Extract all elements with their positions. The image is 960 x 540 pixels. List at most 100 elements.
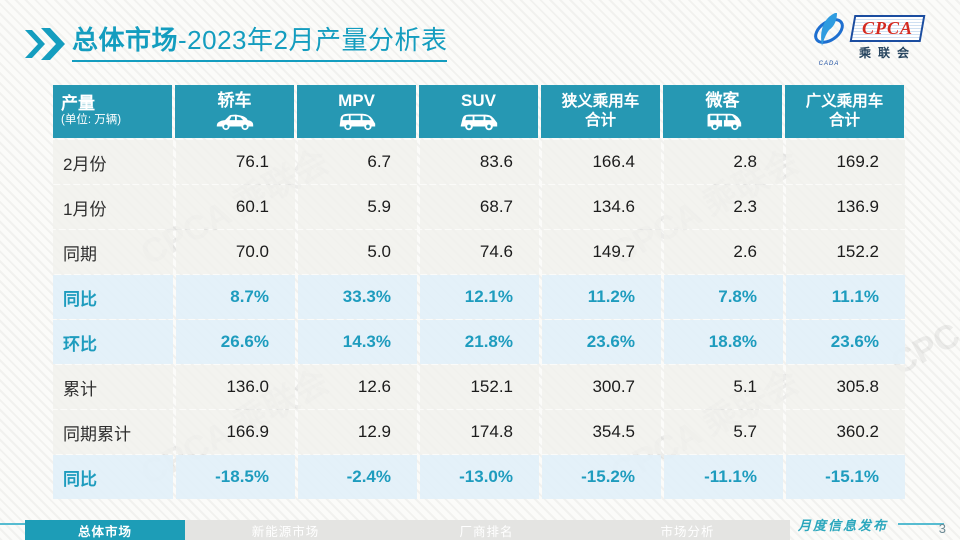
row-label: 同比 [53,455,173,499]
row-label: 环比 [53,320,173,364]
page-title-prefix: 总体市场 [72,25,179,55]
cpca-logo-text: CPCA 乘联会 [849,15,926,61]
page-title: 总体市场-2023年2月产量分析表 [72,24,448,62]
cell-value: 2.8 [664,140,783,184]
cell-value: -13.0% [420,455,539,499]
cell-value: -18.5% [176,455,295,499]
cell-value: 60.1 [176,185,295,229]
cell-value: 5.9 [298,185,417,229]
cell-value: 14.3% [298,320,417,364]
header-cell-suv: SUV [419,85,538,138]
cell-value: 166.9 [176,410,295,454]
suv-icon [460,114,497,131]
cell-value: 354.5 [542,410,661,454]
header-production-label: 产量 [61,93,95,113]
header-suv-label: SUV [461,90,496,110]
tab-overall-market[interactable]: 总体市场 [25,520,185,540]
cell-value: 18.8% [664,320,783,364]
header-microvan-label: 微客 [705,90,740,110]
row-label: 2月份 [53,140,173,184]
cpca-chinese-name: 乘联会 [859,46,917,60]
cell-value: 5.7 [664,410,783,454]
cell-value: 360.2 [786,410,905,454]
cell-value: 23.6% [542,320,661,364]
section-tabbar: 总体市场 新能源市场 厂商排名 市场分析 [25,520,790,540]
cell-value: 174.8 [420,410,539,454]
cpca-logo: CADA CPCA 乘联会 [808,10,948,67]
header-cell-sedan: 轿车 [175,85,294,138]
cell-value: 152.2 [786,230,905,274]
cell-value: 7.8% [664,275,783,319]
cell-value: 136.9 [786,185,905,229]
cpca-acronym-box: CPCA [849,15,926,42]
cell-value: 26.6% [176,320,295,364]
cell-value: 11.1% [786,275,905,319]
table-row-cumulative: 累计 136.0 12.6 152.1 300.7 5.1 305.8 [53,365,905,409]
cell-value: 2.3 [664,185,783,229]
cell-value: 152.1 [420,365,539,409]
footer-rule-right [898,523,944,525]
header-broad-pv-sublabel: 合计 [828,111,860,129]
cell-value: -15.1% [786,455,905,499]
slide-header: 总体市场-2023年2月产量分析表 [24,24,448,62]
table-row-cumulative-yoy: 同比 -18.5% -2.4% -13.0% -15.2% -11.1% -15… [53,455,905,499]
table-row-feb: 2月份 76.1 6.7 83.6 166.4 2.8 169.2 [53,140,905,184]
cpca-acronym: CPCA [862,18,914,38]
footer-caption: 月度信息发布 [797,517,888,533]
cell-value: 5.0 [298,230,417,274]
cell-value: 149.7 [542,230,661,274]
cell-value: -11.1% [664,455,783,499]
table-row-yoy: 同比 8.7% 33.3% 12.1% 11.2% 7.8% 11.1% [53,275,905,319]
van-icon [707,114,741,131]
page-title-suffix: -2023年2月产量分析表 [178,25,448,55]
cell-value: 169.2 [786,140,905,184]
header-broad-pv-label: 广义乘用车 [805,92,884,110]
page-number: 3 [938,521,946,536]
cell-value: -2.4% [298,455,417,499]
cpca-swoosh-icon: CADA [808,10,850,67]
cell-value: 23.6% [786,320,905,364]
tab-market-analysis[interactable]: 市场分析 [660,524,715,539]
cell-value: 74.6 [420,230,539,274]
tab-nev-market[interactable]: 新能源市场 [251,524,320,539]
cell-value: 12.9 [298,410,417,454]
cell-value: 2.6 [664,230,783,274]
header-cell-mpv: MPV [297,85,416,138]
tab-oem-ranking[interactable]: 厂商排名 [459,524,514,539]
cell-value: 68.7 [420,185,539,229]
cell-value: 76.1 [176,140,295,184]
row-label: 同比 [53,275,173,319]
double-chevron-icon [25,28,65,60]
cpca-swoosh-caption: CADA [818,60,840,67]
header-narrow-pv-label: 狭义乘用车 [561,92,640,110]
cell-value: 83.6 [420,140,539,184]
header-unit-label: (单位: 万辆) [61,114,122,127]
cell-value: 166.4 [542,140,661,184]
row-label: 累计 [53,365,173,409]
cell-value: 5.1 [664,365,783,409]
header-narrow-pv-sublabel: 合计 [584,111,616,129]
cell-value: 12.6 [298,365,417,409]
cell-value: 21.8% [420,320,539,364]
cell-value: 305.8 [786,365,905,409]
table-row-jan: 1月份 60.1 5.9 68.7 134.6 2.3 136.9 [53,185,905,229]
row-label: 1月份 [53,185,173,229]
cell-value: 12.1% [420,275,539,319]
mpv-icon [339,114,375,131]
row-label: 同期 [53,230,173,274]
cell-value: 134.6 [542,185,661,229]
header-mpv-label: MPV [338,90,375,110]
cell-value: 11.2% [542,275,661,319]
header-cell-narrow-pv-total: 狭义乘用车 合计 [541,85,660,138]
table-row-same-period-cumulative: 同期累计 166.9 12.9 174.8 354.5 5.7 360.2 [53,410,905,454]
production-table: 产量 (单位: 万辆) 轿车 MPV [53,85,905,500]
cell-value: 300.7 [542,365,661,409]
sedan-icon [216,114,253,131]
cell-value: 33.3% [298,275,417,319]
header-cell-broad-pv-total: 广义乘用车 合计 [785,85,904,138]
table-row-mom: 环比 26.6% 14.3% 21.8% 23.6% 18.8% 23.6% [53,320,905,364]
cell-value: -15.2% [542,455,661,499]
row-label: 同期累计 [53,410,173,454]
header-cell-microvan: 微客 [663,85,782,138]
